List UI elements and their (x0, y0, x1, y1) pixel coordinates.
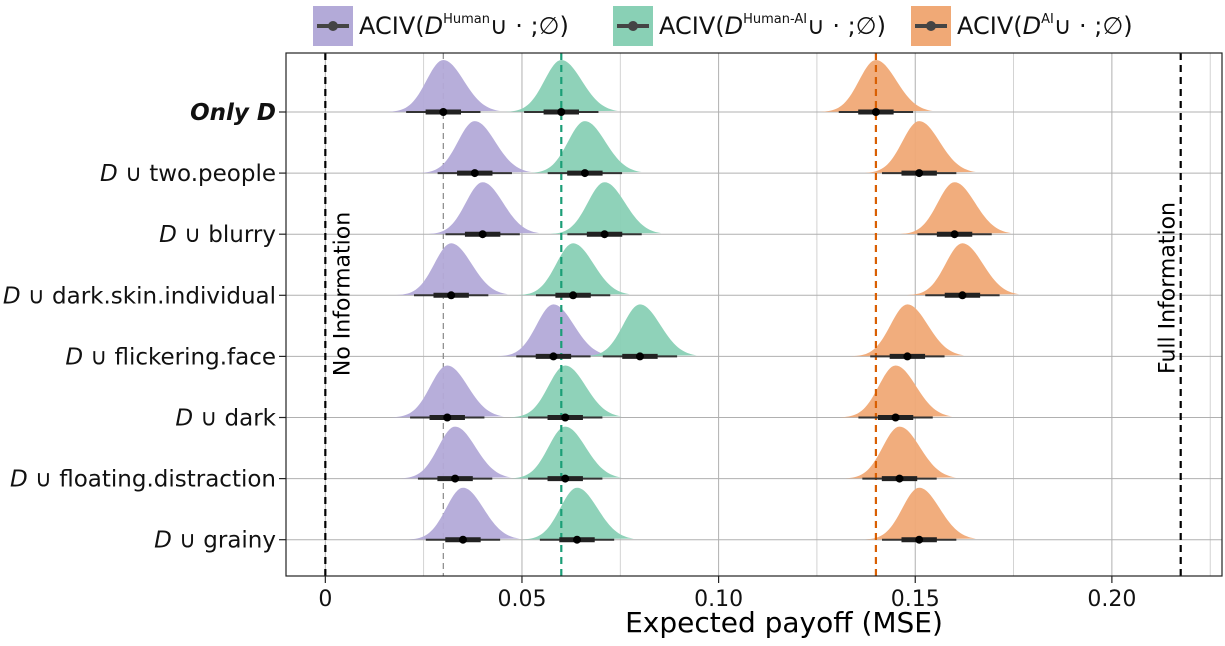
full-information-label: Full Information (1156, 202, 1181, 374)
y-tick-label: D ∪ flickering.face (65, 344, 276, 370)
point-ai (891, 413, 900, 422)
point-ai (950, 230, 959, 239)
point-human-ai (580, 169, 589, 178)
ridge-ai (838, 365, 953, 418)
legend-label-human-ai: ACIV(DHuman-AI∪ · ;∅) (659, 12, 886, 40)
ridge-ai (819, 60, 933, 112)
point-human (443, 413, 452, 422)
y-tick-label: Only D (190, 100, 276, 126)
plot-frame (285, 52, 1223, 577)
ridge-ai (905, 243, 1020, 296)
ridge-human (418, 121, 532, 173)
point-human (478, 230, 487, 239)
ridge-human (394, 243, 508, 296)
point-human-ai (561, 413, 570, 422)
point-human (470, 169, 479, 178)
ridge-human (406, 487, 520, 540)
x-tick-label: 0.10 (694, 587, 743, 612)
y-tick-label: D ∪ floating.distraction (10, 467, 276, 493)
ridge-human-ai (547, 182, 662, 235)
point-human-ai (557, 108, 566, 116)
ridge-human (386, 60, 500, 112)
x-tick-label: 0.20 (1087, 587, 1136, 612)
x-tick-label: 0.05 (497, 587, 546, 612)
y-tick-label: D ∪ two.people (100, 161, 276, 187)
ridge-ai (862, 121, 976, 173)
point-human-ai (635, 352, 644, 361)
legend-label-ai: ACIV(DAI∪ · ;∅) (957, 12, 1133, 40)
ridge-human-ai (520, 487, 634, 540)
x-axis-title: Expected payoff (MSE) (625, 606, 943, 639)
point-ai (915, 535, 924, 544)
point-human (458, 535, 467, 544)
ridge-human-ai (528, 121, 642, 173)
plot-area (286, 53, 1222, 576)
ridge-human (390, 365, 504, 418)
ridge-ai (842, 426, 957, 479)
ridge-human (496, 304, 611, 357)
point-human-ai (573, 535, 582, 544)
legend-item-human-ai: ACIV(DHuman-AI∪ · ;∅) (613, 4, 886, 48)
point-human-ai (600, 230, 609, 239)
ridge-human-ai (508, 365, 622, 418)
ridge-ai (862, 487, 976, 540)
point-human-ai (561, 474, 570, 483)
ridge-ai (897, 182, 1012, 235)
x-tick-label: 0.15 (891, 587, 940, 612)
legend-key-ai (911, 6, 951, 46)
ridge-human-ai (583, 304, 697, 357)
ridge-human-ai (504, 60, 618, 112)
ridge-human-ai (508, 426, 622, 479)
ridge-human (398, 426, 512, 479)
legend-item-ai: ACIV(DAI∪ · ;∅) (911, 4, 1133, 48)
point-human (451, 474, 460, 483)
legend-key-human-ai (613, 6, 653, 46)
point-ai (903, 352, 912, 361)
no-information-label: No Information (330, 212, 355, 376)
point-ai (895, 474, 904, 483)
legend-label-human: ACIV(DHuman∪ · ;∅) (359, 12, 569, 40)
legend-key-human (313, 6, 353, 46)
point-ai (915, 169, 924, 178)
point-human-ai (569, 291, 578, 300)
point-ai (958, 291, 967, 300)
point-ai (871, 108, 880, 116)
point-human (549, 352, 558, 361)
y-tick-label: D ∪ dark.skin.individual (3, 283, 276, 309)
point-human (439, 108, 448, 116)
ridge-human-ai (516, 243, 630, 296)
x-tick-label: 0 (318, 587, 332, 612)
legend: ACIV(DHuman∪ · ;∅) ACIV(DHuman-AI∪ · ;∅)… (0, 4, 1225, 48)
legend-item-human: ACIV(DHuman∪ · ;∅) (313, 4, 569, 48)
point-human (447, 291, 456, 300)
ridge-ai (850, 304, 965, 357)
y-tick-label: D ∪ blurry (159, 222, 276, 248)
y-tick-label: D ∪ grainy (154, 528, 276, 554)
ridge-human (426, 182, 540, 235)
y-tick-label: D ∪ dark (175, 406, 276, 432)
